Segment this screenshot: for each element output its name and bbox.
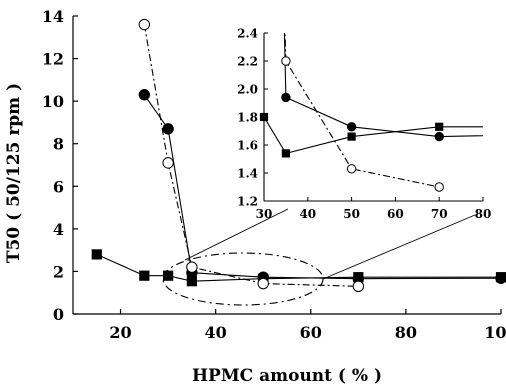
inset-y-tick-label: 1.6 [237,139,258,153]
inset-background [264,33,483,201]
y-tick-label: 2 [53,262,64,281]
x-tick-label: 60 [300,323,322,342]
inset-plot: 1.2 1.4 1.6 1.8 2.0 2.2 2.4 30 40 50 60 70 80 [237,27,492,222]
x-tick-label: 20 [109,323,131,342]
zoom-connector-right [322,214,476,280]
series-3-point [138,18,151,31]
y-axis-title: T50 ( 50/125 rpm ) [4,83,24,263]
inset-x-tick-label: 80 [475,207,492,221]
inset-x-tick-label: 30 [256,207,273,221]
inset-y-tick-label: 1.4 [237,167,258,181]
inset-y-tick-label: 2.2 [237,55,258,69]
y-tick-label: 4 [53,220,64,239]
series-2-line [283,33,483,138]
series-3-line [143,24,359,287]
series-3-point [434,182,444,192]
main-plot: 0 2 4 6 8 10 12 14 20 40 60 80 100 [42,7,506,342]
zoom-callout [162,208,476,306]
y-tick-label: 12 [42,50,64,69]
series-1-point [281,149,290,158]
series-3-point [186,261,198,273]
series-3-point [346,164,357,174]
inset-x-tick-label: 60 [387,207,404,221]
x-tick-label: 40 [205,323,227,342]
y-tick-label: 6 [53,177,64,196]
inset-x-tick-label: 50 [343,207,360,221]
inset-x-tick-label: 40 [299,207,316,221]
series-2-line [143,94,502,280]
series-2-point [346,122,357,132]
inset-y-tick-label: 1.8 [237,111,258,125]
series-1-point [347,132,356,141]
x-axis-title: HPMC amount ( % ) [192,366,382,386]
y-tick-label: 0 [53,305,64,324]
y-tick-label: 8 [53,135,64,154]
inset-x-tick-label: 70 [431,207,448,221]
series-1-point [259,112,269,122]
series-1-point [139,270,150,281]
x-tick-label: 80 [395,323,417,342]
y-tick-label: 10 [42,92,64,111]
inset-y-tick-label: 2.0 [237,83,258,97]
series-2-point [281,92,291,103]
inset-y-tick-label: 2.4 [237,27,258,41]
series-1-point [435,122,444,131]
zoom-connector-left [184,208,289,261]
series-3-point [257,277,269,290]
series-2-point [138,89,151,101]
series-2-point [162,123,174,135]
series-3-point [162,157,174,169]
series-3-point [352,280,365,293]
series-1-point [91,249,102,260]
inset-y-tick-label: 1.2 [237,195,258,209]
series-2-point [495,272,506,284]
x-tick-label: 100 [484,323,506,342]
series-3-point [281,56,291,66]
series-2-point [434,131,444,142]
y-tick-label: 14 [42,7,64,26]
